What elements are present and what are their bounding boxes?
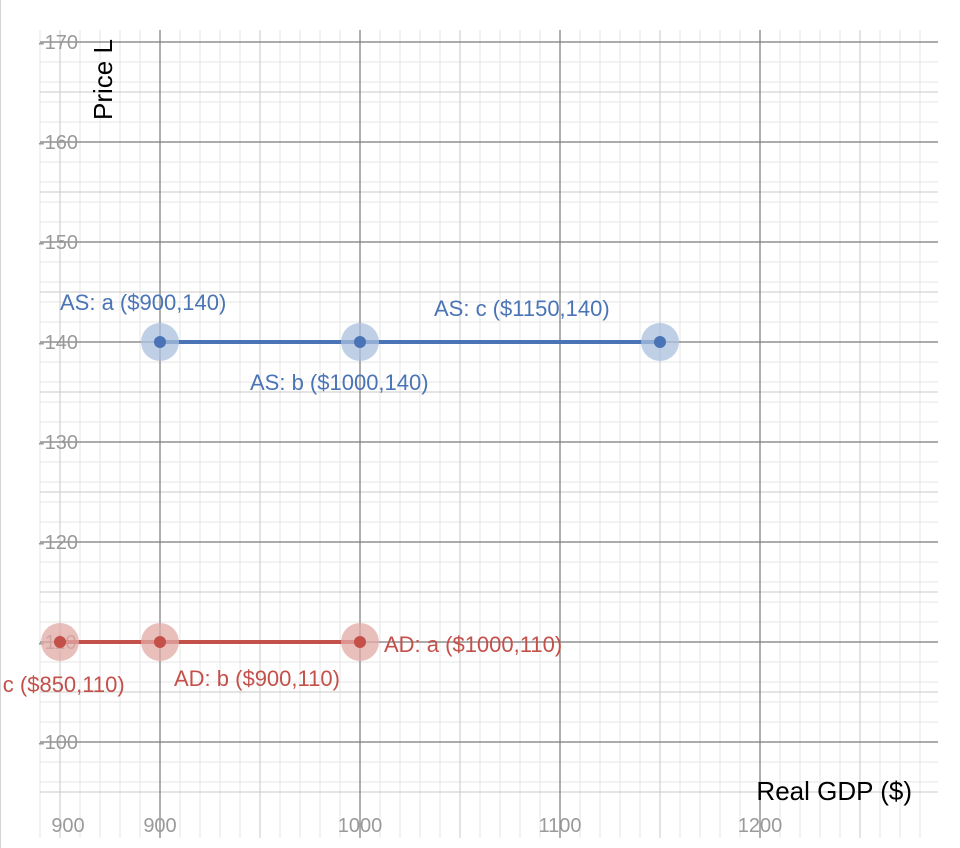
as-data-point xyxy=(354,336,366,348)
y-tick-label: -140 xyxy=(38,332,78,354)
x-axis-title: Real GDP ($) xyxy=(756,776,912,806)
ad-data-point xyxy=(354,636,366,648)
x-axis-ticks: 900 900 1000 1100 1200 xyxy=(51,815,782,837)
y-tick-label: -100 xyxy=(38,732,78,754)
x-tick-label: 900 xyxy=(143,815,176,837)
x-tick-label: 1000 xyxy=(338,815,383,837)
x-tick-label: 900 xyxy=(51,815,84,837)
as-point-label: AS: c ($1150,140) xyxy=(434,296,610,321)
y-tick-label: -120 xyxy=(38,532,78,554)
point-labels: AS: a ($900,140) AS: b ($1000,140) AS: c (… xyxy=(0,290,610,697)
as-data-point xyxy=(154,336,166,348)
y-tick-label: -170 xyxy=(38,32,78,54)
as-point-label: AS: a ($900,140) xyxy=(60,290,226,315)
y-axis-title: Price L xyxy=(88,39,118,120)
y-tick-label: -160 xyxy=(38,132,78,154)
ad-data-point xyxy=(54,636,66,648)
y-tick-label: -130 xyxy=(38,432,78,454)
x-tick-label: 1200 xyxy=(738,815,783,837)
y-tick-label: -150 xyxy=(38,232,78,254)
ad-point-label: AD: b ($900,110) xyxy=(174,666,340,691)
as-point-label: AS: b ($1000,140) xyxy=(250,370,429,395)
x-tick-label: 1100 xyxy=(538,815,581,837)
ad-point-label: AD: c ($850,110) xyxy=(0,672,125,697)
y-axis-ticks: -100-110-120-130-140-150-160-170 xyxy=(38,32,78,754)
series-layer xyxy=(41,323,679,661)
as-data-point xyxy=(654,336,666,348)
ad-data-point xyxy=(154,636,166,648)
ad-point-label: AD: a ($1000,110) xyxy=(384,632,562,657)
